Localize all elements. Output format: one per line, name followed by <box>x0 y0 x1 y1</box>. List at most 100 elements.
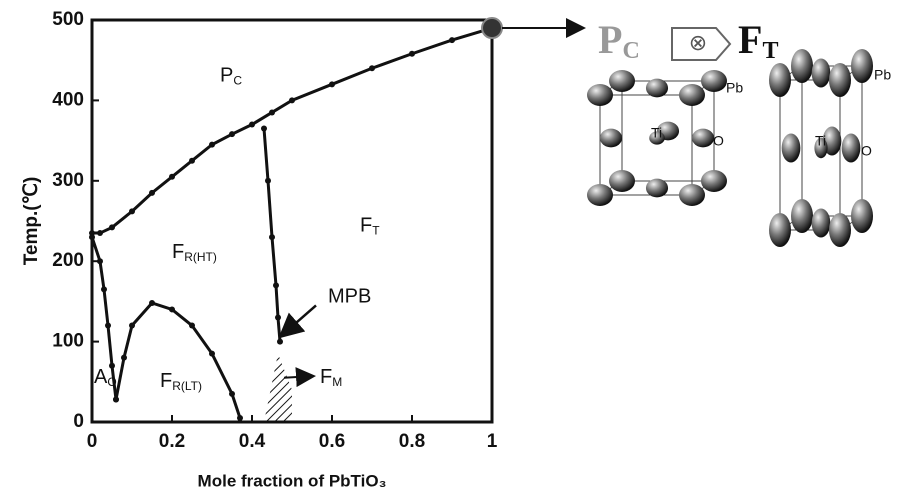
x-tick-label: 0.4 <box>239 431 266 452</box>
phase-label-sub: T <box>372 224 380 238</box>
structure-title: FT <box>738 17 778 63</box>
data-point <box>269 234 275 241</box>
plot-frame <box>90 18 494 424</box>
data-point <box>275 314 281 321</box>
atom <box>649 131 665 145</box>
data-point <box>121 354 127 361</box>
data-point <box>169 306 175 313</box>
data-point <box>105 322 111 329</box>
phase-label-sub: R(LT) <box>172 379 202 393</box>
phase-label: FR(HT) <box>172 241 217 264</box>
atom <box>691 128 715 148</box>
y-tick-label: 100 <box>52 331 84 352</box>
data-point <box>269 109 275 116</box>
atom <box>609 170 635 192</box>
atom <box>851 199 873 233</box>
structure-title-main: F <box>738 17 762 62</box>
phase-label-main: F <box>172 241 184 263</box>
fm-region <box>264 353 292 422</box>
data-point <box>101 286 107 293</box>
data-point <box>189 322 195 329</box>
phase-label-main: A <box>94 366 108 388</box>
atom <box>645 178 669 198</box>
atom-label: Ti <box>815 133 826 149</box>
atom <box>829 63 851 97</box>
atom-label: Pb <box>726 80 743 96</box>
phase-boundary <box>92 26 493 235</box>
data-point <box>289 97 295 104</box>
phase-label: MPB <box>328 286 371 308</box>
data-point <box>237 414 243 421</box>
data-point <box>129 208 135 215</box>
atom <box>645 78 669 98</box>
atom-label: O <box>861 143 872 159</box>
data-point <box>209 141 215 148</box>
data-point <box>229 131 235 138</box>
atom <box>841 133 861 163</box>
atom <box>811 58 831 88</box>
x-tick-label: 0.8 <box>399 431 425 452</box>
data-point <box>409 50 415 57</box>
atom-label: Pb <box>874 67 891 83</box>
data-point <box>229 390 235 397</box>
data-point <box>249 121 255 128</box>
phase-label: PC <box>220 65 242 88</box>
y-tick-label: 300 <box>52 170 84 191</box>
atom <box>851 49 873 83</box>
atom <box>679 84 705 106</box>
phase-label-main: F <box>320 366 332 388</box>
atom <box>769 213 791 247</box>
data-point <box>449 37 455 44</box>
x-tick-label: 1 <box>487 431 498 452</box>
structure-title-main: P <box>598 17 622 62</box>
phase-label-sub: C <box>233 73 242 87</box>
phase-label-sub: O <box>107 375 116 389</box>
data-point <box>209 350 215 357</box>
data-point <box>109 362 115 369</box>
data-point <box>97 230 103 237</box>
x-tick-label: 0.6 <box>319 431 345 452</box>
data-point <box>273 282 279 289</box>
data-point <box>369 65 375 72</box>
atom <box>769 63 791 97</box>
phase-label-main: P <box>220 65 233 87</box>
phase-label: FT <box>360 215 380 238</box>
y-tick-label: 400 <box>52 89 84 110</box>
atom <box>587 84 613 106</box>
data-point <box>277 338 283 345</box>
atom-label: O <box>713 133 724 149</box>
atom <box>609 70 635 92</box>
x-axis-title: Mole fraction of PbTiO₃ <box>198 471 387 490</box>
atom <box>679 184 705 206</box>
atom <box>781 133 801 163</box>
data-point <box>261 125 267 132</box>
x-tick-label: 0.2 <box>159 431 185 452</box>
data-point <box>149 300 155 307</box>
atom <box>829 213 851 247</box>
phase-label: FR(LT) <box>160 370 202 393</box>
phase-label: FM <box>320 366 342 389</box>
y-tick-label: 200 <box>52 250 84 271</box>
y-tick-label: 0 <box>73 411 84 432</box>
structure-title-sub: T <box>762 38 778 64</box>
data-point <box>149 189 155 196</box>
phase-label-sub: M <box>332 375 342 389</box>
atom <box>701 70 727 92</box>
atom <box>791 199 813 233</box>
structure-title: PC <box>598 17 640 63</box>
transition-icon: ⊗ <box>671 27 732 61</box>
x-tick-label: 0 <box>87 431 98 452</box>
structure-title-sub: C <box>622 38 639 64</box>
data-point <box>329 81 335 88</box>
data-point <box>265 177 271 184</box>
phase-boundary <box>114 301 242 419</box>
arrow <box>283 367 316 388</box>
data-point <box>97 258 103 265</box>
y-tick-label: 500 <box>52 9 84 30</box>
y-axis-title: Temp.(℃) <box>21 177 42 266</box>
phase-label-main: F <box>160 370 172 392</box>
phase-label-main: MPB <box>328 286 371 308</box>
atom <box>811 208 831 238</box>
atom-label: Ti <box>651 125 662 141</box>
